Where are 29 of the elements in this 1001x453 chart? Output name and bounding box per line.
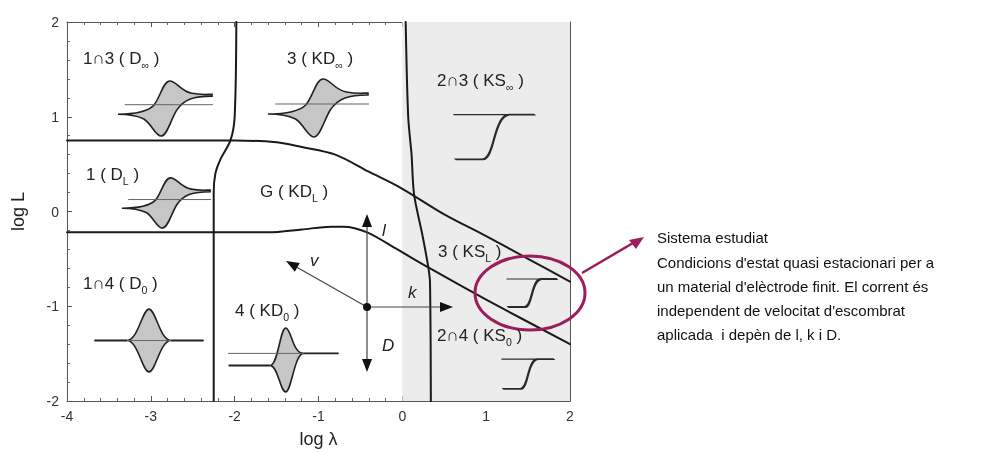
annotation: 2∩3 ( KS$_{∞}$ ) <box>437 71 524 93</box>
annotation: 1 ( D$_{L}$ ) <box>86 165 140 187</box>
text: Condicions d'estat quasi estacionari per a un material d'elèctrode finit. El corrent és independent de velocitat d'escombrat aplicada i depèn de l, k i D. <box>657 253 936 345</box>
annotation: G ( KD$_{L}$ ) <box>260 182 329 204</box>
x-tick-label: -1 <box>312 408 325 424</box>
annotation: k <box>408 283 418 303</box>
text: Sistema estudiat <box>657 228 769 248</box>
x-axis-title: log λ <box>299 429 338 449</box>
x-tick-label: 2 <box>566 408 575 424</box>
annotation: 1∩4 ( D$_{0}$ ) <box>83 274 158 296</box>
annotation: 3 ( KS$_{L}$ ) <box>438 242 502 264</box>
y-tick-label: 1 <box>51 108 60 125</box>
annotation: D <box>382 336 395 356</box>
annotation: l <box>382 221 387 241</box>
annotation: 1∩3 ( D$_{∞}$ ) <box>83 49 160 71</box>
x-tick-label: -2 <box>228 408 242 424</box>
y-tick-label: 2 <box>51 14 60 30</box>
annotation: 3 ( KD$_{∞}$ ) <box>287 49 354 71</box>
annotation: 4 ( KD$_{0}$ ) <box>235 301 300 323</box>
y-tick-label: -2 <box>46 393 60 409</box>
y-tick-label: 0 <box>51 203 60 220</box>
x-tick-label: 0 <box>398 408 407 424</box>
x-tick-label: 1 <box>482 408 491 424</box>
y-axis-title: log L <box>8 191 28 232</box>
x-tick-label: -4 <box>60 408 74 424</box>
y-tick-label: -1 <box>46 298 60 315</box>
annotation: 2∩4 ( KS$_{0}$ ) <box>437 326 523 348</box>
x-tick-label: -3 <box>144 408 158 424</box>
annotation: v <box>310 251 320 271</box>
